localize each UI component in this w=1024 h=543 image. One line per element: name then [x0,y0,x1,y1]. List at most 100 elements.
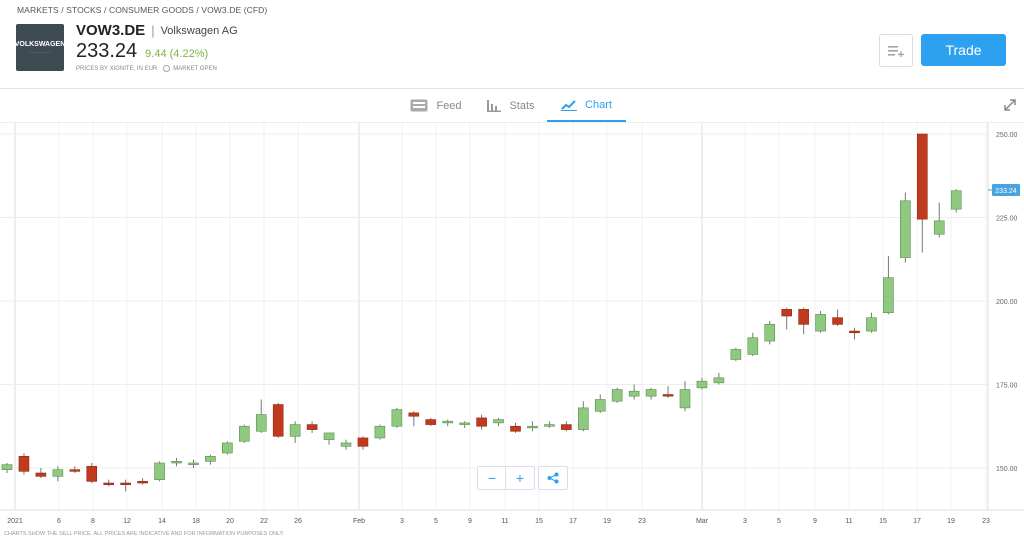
candle-up [171,461,182,464]
x-axis-tick-label: 9 [468,518,472,525]
candle-up [730,349,742,360]
tab-label: Chart [585,98,612,111]
x-axis-tick-label: 23 [982,518,990,525]
candle-up [611,389,623,402]
share-icon [547,472,559,484]
candle-up [188,462,199,465]
x-axis-tick-label: 14 [158,518,166,525]
candle-down [662,394,674,397]
candle-up [679,389,691,409]
candle-up [255,414,267,432]
x-axis-tick-label: 3 [400,518,404,525]
candle-up [52,469,64,477]
candle-up [205,456,216,462]
candle-up [747,337,759,355]
tab-stats[interactable]: Stats [482,89,540,122]
trade-button[interactable]: Trade [921,34,1006,66]
tab-feed[interactable]: Feed [405,89,467,122]
candle-up [883,277,894,313]
candle-up [239,425,250,442]
x-axis-tick-label: 5 [434,518,438,525]
tab-label: Stats [509,99,535,112]
current-price-label: 233.24 [995,188,1017,195]
candle-up [544,424,555,427]
candle-up [391,409,403,427]
candle-down [916,133,928,220]
x-axis-tick-label: 19 [947,518,955,525]
candle-up [594,399,606,412]
x-axis-tick-label: 19 [603,518,611,525]
candle-down [357,437,369,447]
stats-icon [487,99,502,112]
y-axis-tick-label: 225.00 [996,216,1018,223]
candle-up [713,377,725,384]
x-axis-tick-label: 5 [777,518,781,525]
zoom-in-button[interactable]: + [505,466,535,490]
x-axis-tick-label: 2021 [7,518,23,525]
candle-up [340,442,352,447]
candlestick-chart[interactable]: 250.00 225.00 200.00 175.00 150.00 2021 6 8 12 14… [0,123,1024,531]
candle-down [272,404,284,437]
y-axis-tick-label: 250.00 [996,132,1018,139]
candle-up [764,324,776,342]
candle-down [510,425,521,432]
chart-icon [561,99,578,111]
candle-up [289,424,301,437]
ticker-symbol: VOW3.DE [76,22,146,39]
tabs-divider [0,122,1024,123]
list-add-icon [888,45,904,57]
candle-up [459,422,470,425]
x-axis-tick-label: 12 [123,518,131,525]
candle-up [527,425,538,429]
candle-up [645,389,657,397]
candle-down [18,456,30,472]
clock-icon [163,65,171,72]
x-axis-tick-label: 15 [879,518,887,525]
tab-chart[interactable]: Chart [547,89,626,122]
x-axis-tick-label: 11 [501,518,508,525]
candle-down [832,317,843,325]
current-price-badge [992,183,1020,196]
add-to-watchlist-button[interactable] [879,34,913,67]
candle-down [86,466,98,482]
candle-up [815,314,826,332]
price-meta: PRICES BY XIGNITE, IN EUR MARKET OPEN [76,65,217,72]
logo-tagline-mark: ——————— [29,50,51,54]
x-axis-tick-label: 20 [226,518,234,525]
fullscreen-expand-icon[interactable] [1003,98,1017,117]
price-row: 233.24 9.44 (4.22%) [76,40,208,63]
candle-up [696,380,708,389]
price-change: 9.44 (4.22%) [145,48,209,60]
candle-up [866,317,877,332]
candle-down [120,482,131,485]
candle-up [628,390,640,397]
candle-down [781,309,793,317]
candle-down [306,424,318,430]
zoom-out-button[interactable]: − [477,466,507,490]
candle-up [222,442,233,454]
candle-up [933,220,945,235]
candle-up [493,419,504,424]
price-source: PRICES BY XIGNITE, IN EUR [76,65,158,72]
x-axis-tick-label: 23 [638,518,646,525]
candle-up [323,432,335,440]
instrument-header: VOW3.DE | Volkswagen AG [76,22,238,39]
share-chart-button[interactable] [538,466,568,490]
candle-down [137,481,148,484]
x-axis-tick-label: 6 [57,518,61,525]
x-axis-tick-label: 11 [845,518,852,525]
candle-down [798,309,809,325]
title-separator: | [151,23,155,38]
candle-up [950,190,962,210]
company-name: Volkswagen AG [160,24,238,37]
market-status: MARKET OPEN [173,65,217,72]
x-axis-tick-label: 8 [91,518,95,525]
x-axis-tick-label: 17 [569,518,577,525]
breadcrumb[interactable]: MARKETS / STOCKS / CONSUMER GOODS / VOW3… [17,5,268,15]
company-logo: VOLKSWAGEN ——————— [15,24,65,71]
candle-up [577,407,589,430]
y-axis-tick-label: 150.00 [996,466,1018,473]
y-axis-tick-label: 200.00 [996,299,1018,306]
candle-down [35,472,47,477]
x-axis-tick-label: 9 [813,518,817,525]
